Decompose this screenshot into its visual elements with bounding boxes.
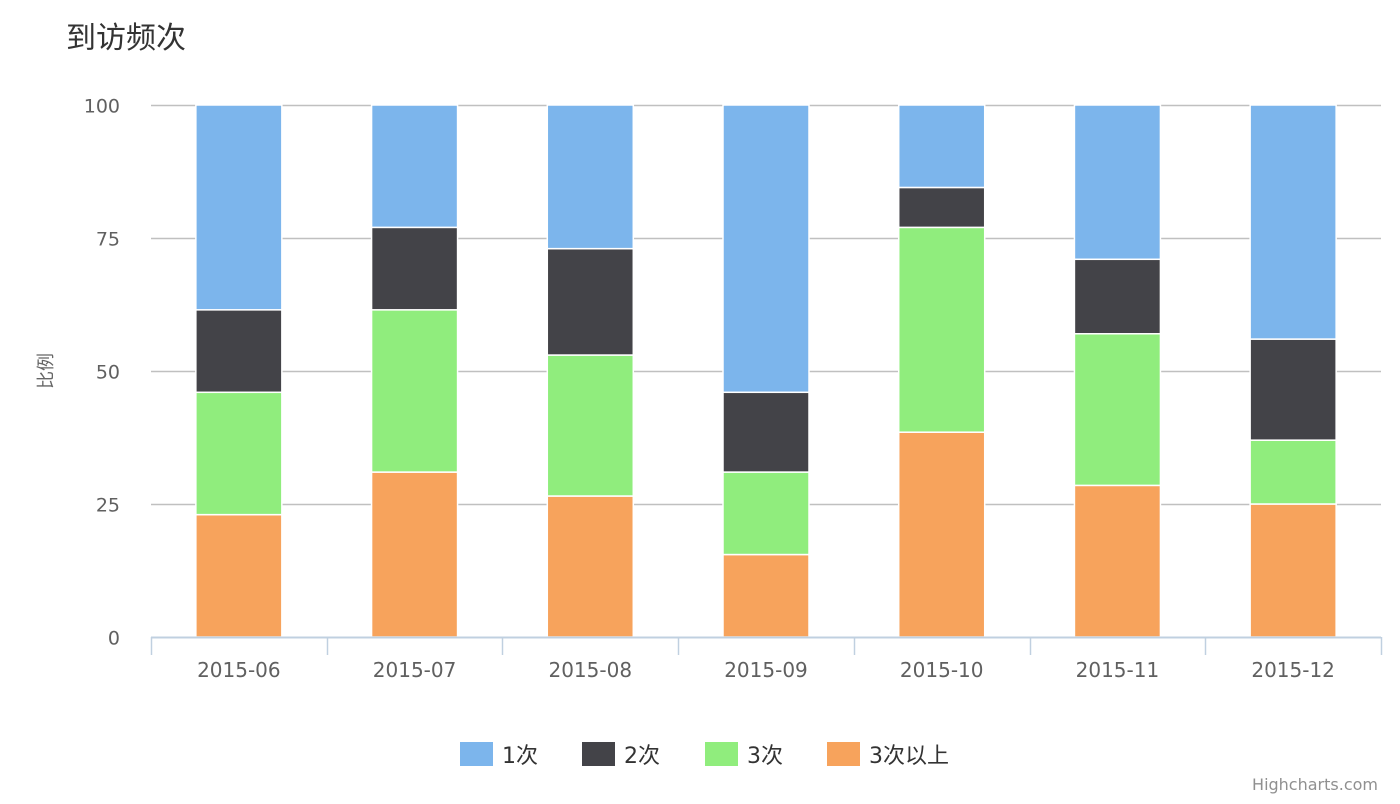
bar-segment[interactable] bbox=[897, 226, 986, 433]
bar-segment[interactable] bbox=[1073, 258, 1162, 335]
y-tick-label: 75 bbox=[96, 229, 120, 251]
legend-swatch bbox=[827, 742, 860, 766]
legend-label: 1次 bbox=[502, 744, 538, 769]
bar-segment[interactable] bbox=[722, 471, 810, 556]
bar-segment[interactable] bbox=[546, 495, 635, 638]
bar-segment[interactable] bbox=[195, 391, 283, 516]
bar-segment[interactable] bbox=[546, 354, 635, 497]
x-tick-label: 2015-07 bbox=[373, 658, 457, 682]
bar-segment[interactable] bbox=[1249, 439, 1337, 505]
legend-swatch bbox=[460, 742, 493, 766]
bar-segment[interactable] bbox=[1249, 503, 1337, 638]
bar-segment[interactable] bbox=[370, 226, 459, 311]
y-tick-label: 50 bbox=[96, 362, 120, 384]
y-axis-tick-labels: 0 25 50 75 100 bbox=[84, 96, 120, 650]
bar-segment[interactable] bbox=[546, 247, 635, 356]
y-axis-title: 比例 bbox=[36, 353, 57, 389]
credits-link[interactable]: Highcharts.com bbox=[1252, 775, 1378, 794]
legend-swatch bbox=[582, 742, 615, 766]
bar-segment[interactable] bbox=[1249, 104, 1337, 340]
bar-segment[interactable] bbox=[722, 553, 810, 638]
legend-label: 3次以上 bbox=[869, 744, 949, 769]
legend-label: 2次 bbox=[624, 744, 660, 769]
chart-title: 到访频次 bbox=[66, 21, 186, 56]
bar-segment[interactable] bbox=[370, 104, 459, 229]
bar-series bbox=[195, 104, 1337, 638]
legend-item[interactable]: 3次 bbox=[705, 742, 783, 769]
bar-segment[interactable] bbox=[195, 513, 283, 638]
bar-segment[interactable] bbox=[722, 104, 810, 394]
x-axis: 2015-06 2015-07 2015-08 2015-09 2015-10 2015-… bbox=[150, 636, 1383, 682]
y-tick-label: 0 bbox=[108, 628, 120, 650]
bar-segment[interactable] bbox=[722, 391, 810, 473]
bar-segment[interactable] bbox=[370, 309, 459, 473]
bar-segment[interactable] bbox=[195, 309, 283, 394]
legend-item[interactable]: 2次 bbox=[582, 742, 660, 769]
x-tick-label: 2015-06 bbox=[197, 658, 281, 682]
y-tick-label: 100 bbox=[84, 96, 120, 118]
legend-swatch bbox=[705, 742, 738, 766]
bar-segment[interactable] bbox=[1073, 333, 1162, 487]
legend: 1次 2次 3次 3次以上 bbox=[460, 742, 949, 769]
bar-segment[interactable] bbox=[1249, 338, 1337, 441]
x-tick-label: 2015-11 bbox=[1076, 658, 1160, 682]
x-tick-label: 2015-10 bbox=[900, 658, 984, 682]
bar-segment[interactable] bbox=[897, 104, 986, 189]
y-tick-label: 25 bbox=[96, 495, 120, 517]
legend-label: 3次 bbox=[747, 744, 783, 769]
x-tick-label: 2015-09 bbox=[724, 658, 808, 682]
bar-segment[interactable] bbox=[897, 431, 986, 638]
bar-segment[interactable] bbox=[1073, 484, 1162, 638]
bar-segment[interactable] bbox=[370, 471, 459, 638]
legend-item[interactable]: 1次 bbox=[460, 742, 538, 769]
x-tick-label: 2015-12 bbox=[1251, 658, 1335, 682]
bar-segment[interactable] bbox=[195, 104, 283, 311]
x-tick-label: 2015-08 bbox=[548, 658, 632, 682]
legend-item[interactable]: 3次以上 bbox=[827, 742, 949, 769]
bar-segment[interactable] bbox=[1073, 104, 1162, 261]
bar-segment[interactable] bbox=[897, 186, 986, 229]
bar-segment[interactable] bbox=[546, 104, 635, 250]
